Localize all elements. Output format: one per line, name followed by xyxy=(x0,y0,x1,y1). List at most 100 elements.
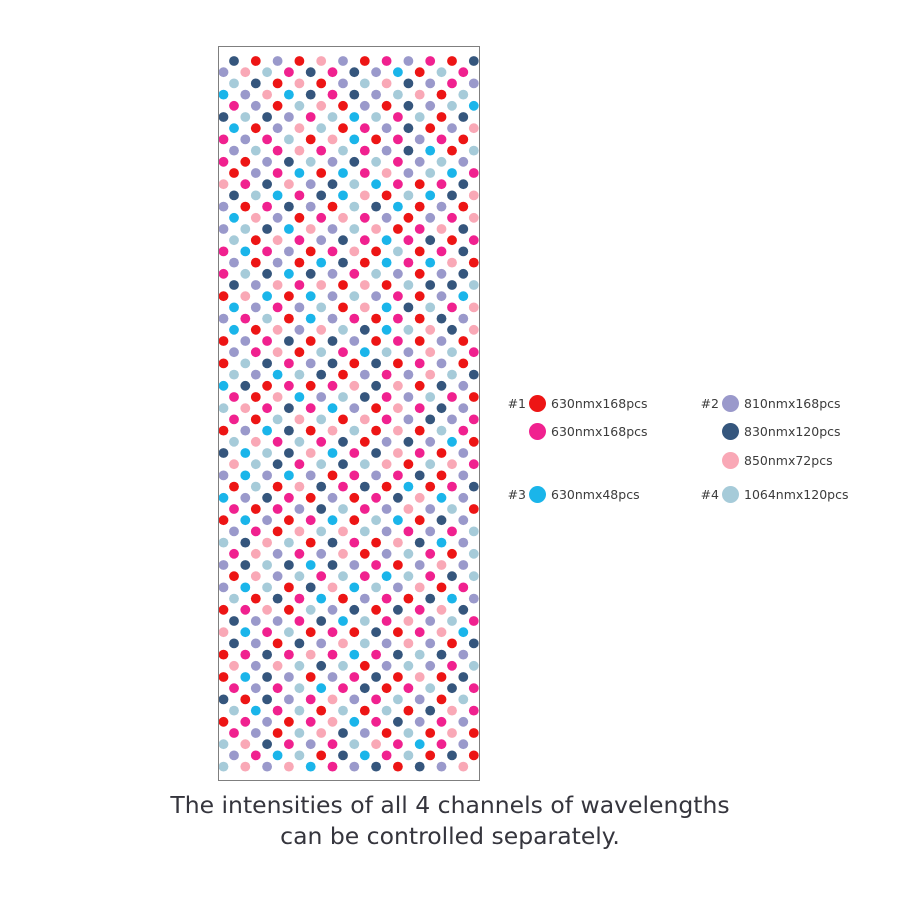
led-dot xyxy=(414,201,425,212)
led-dot xyxy=(240,201,251,212)
led-dot xyxy=(393,313,403,324)
led-dot xyxy=(458,246,469,257)
led-dot xyxy=(403,257,414,268)
led-dot xyxy=(359,347,370,358)
led-dot xyxy=(381,235,392,246)
led-dot xyxy=(327,537,338,548)
led-dot xyxy=(262,268,272,279)
led-dot xyxy=(219,179,229,190)
led-dot xyxy=(447,436,457,447)
led-dot xyxy=(240,313,251,324)
led-dot xyxy=(272,548,283,559)
led-dot xyxy=(294,459,305,470)
legend-entry-ch2-lavender: #2 810nmx168pcs xyxy=(697,394,841,412)
led-dot xyxy=(240,537,251,548)
led-dot xyxy=(272,123,283,134)
led-dot xyxy=(327,268,338,279)
led-dot xyxy=(414,470,425,481)
led-dot xyxy=(425,705,436,716)
led-dot xyxy=(272,504,283,514)
led-dot xyxy=(272,526,283,537)
led-dot xyxy=(349,336,360,346)
led-dot xyxy=(327,694,338,705)
led-dot xyxy=(425,436,436,447)
led-dot xyxy=(229,347,239,358)
led-dot xyxy=(414,560,425,570)
led-dot xyxy=(294,593,305,604)
led-dot xyxy=(219,336,229,346)
led-dot xyxy=(359,548,370,559)
led-dot xyxy=(403,571,414,582)
led-dot xyxy=(284,761,294,772)
led-dot xyxy=(403,392,414,402)
led-dot xyxy=(250,571,261,582)
led-dot xyxy=(425,212,436,223)
led-dot xyxy=(262,448,272,458)
led-dot xyxy=(436,179,447,190)
led-dot xyxy=(458,425,469,436)
led-dot xyxy=(349,582,360,593)
led-dot xyxy=(359,392,370,402)
led-dot xyxy=(338,728,348,738)
led-dot xyxy=(359,459,370,470)
led-dot xyxy=(316,324,327,335)
led-dot xyxy=(262,716,272,727)
led-dot xyxy=(403,145,414,156)
led-dot xyxy=(447,369,457,380)
led-dot xyxy=(468,638,479,649)
led-dot xyxy=(349,537,360,548)
led-dot xyxy=(381,683,392,694)
led-dot xyxy=(447,414,457,425)
led-dot xyxy=(250,280,261,290)
led-dot xyxy=(436,89,447,100)
led-dot xyxy=(272,750,283,761)
led-dot xyxy=(316,728,327,738)
led-dot xyxy=(403,660,414,671)
led-dot xyxy=(371,672,381,682)
led-dot xyxy=(371,268,381,279)
led-dot xyxy=(436,313,447,324)
led-dot xyxy=(371,67,381,78)
led-dot xyxy=(393,358,403,369)
led-dot xyxy=(349,470,360,481)
led-dot xyxy=(272,683,283,694)
led-dot xyxy=(272,459,283,470)
led-dot xyxy=(327,246,338,257)
led-dot xyxy=(250,257,261,268)
led-dot xyxy=(436,448,447,458)
led-dot xyxy=(262,761,272,772)
led-dot xyxy=(371,649,381,660)
led-dot xyxy=(425,168,436,178)
led-dot xyxy=(447,616,457,626)
led-dot xyxy=(262,313,272,324)
led-dot xyxy=(294,683,305,694)
led-dot xyxy=(393,492,403,503)
led-dot xyxy=(436,582,447,593)
led-dot xyxy=(262,380,272,391)
led-dot xyxy=(359,123,370,134)
led-dot xyxy=(393,716,403,727)
led-dot xyxy=(425,638,436,649)
led-dot xyxy=(468,481,479,492)
led-dot xyxy=(338,392,348,402)
led-dot xyxy=(436,604,447,615)
led-dot xyxy=(403,56,414,66)
led-dot xyxy=(327,761,338,772)
led-dot xyxy=(371,403,381,414)
led-dot xyxy=(447,123,457,134)
led-dot xyxy=(240,403,251,414)
led-dot xyxy=(468,436,479,447)
led-dot xyxy=(414,179,425,190)
led-dot xyxy=(272,481,283,492)
led-dot xyxy=(305,313,316,324)
led-dot xyxy=(272,660,283,671)
led-dot xyxy=(381,660,392,671)
led-dot xyxy=(327,448,338,458)
led-dot xyxy=(458,67,469,78)
led-dot xyxy=(272,190,283,201)
led-dot xyxy=(359,616,370,626)
led-dot xyxy=(284,67,294,78)
led-dot xyxy=(414,358,425,369)
led-dot xyxy=(305,201,316,212)
led-dot xyxy=(425,459,436,470)
